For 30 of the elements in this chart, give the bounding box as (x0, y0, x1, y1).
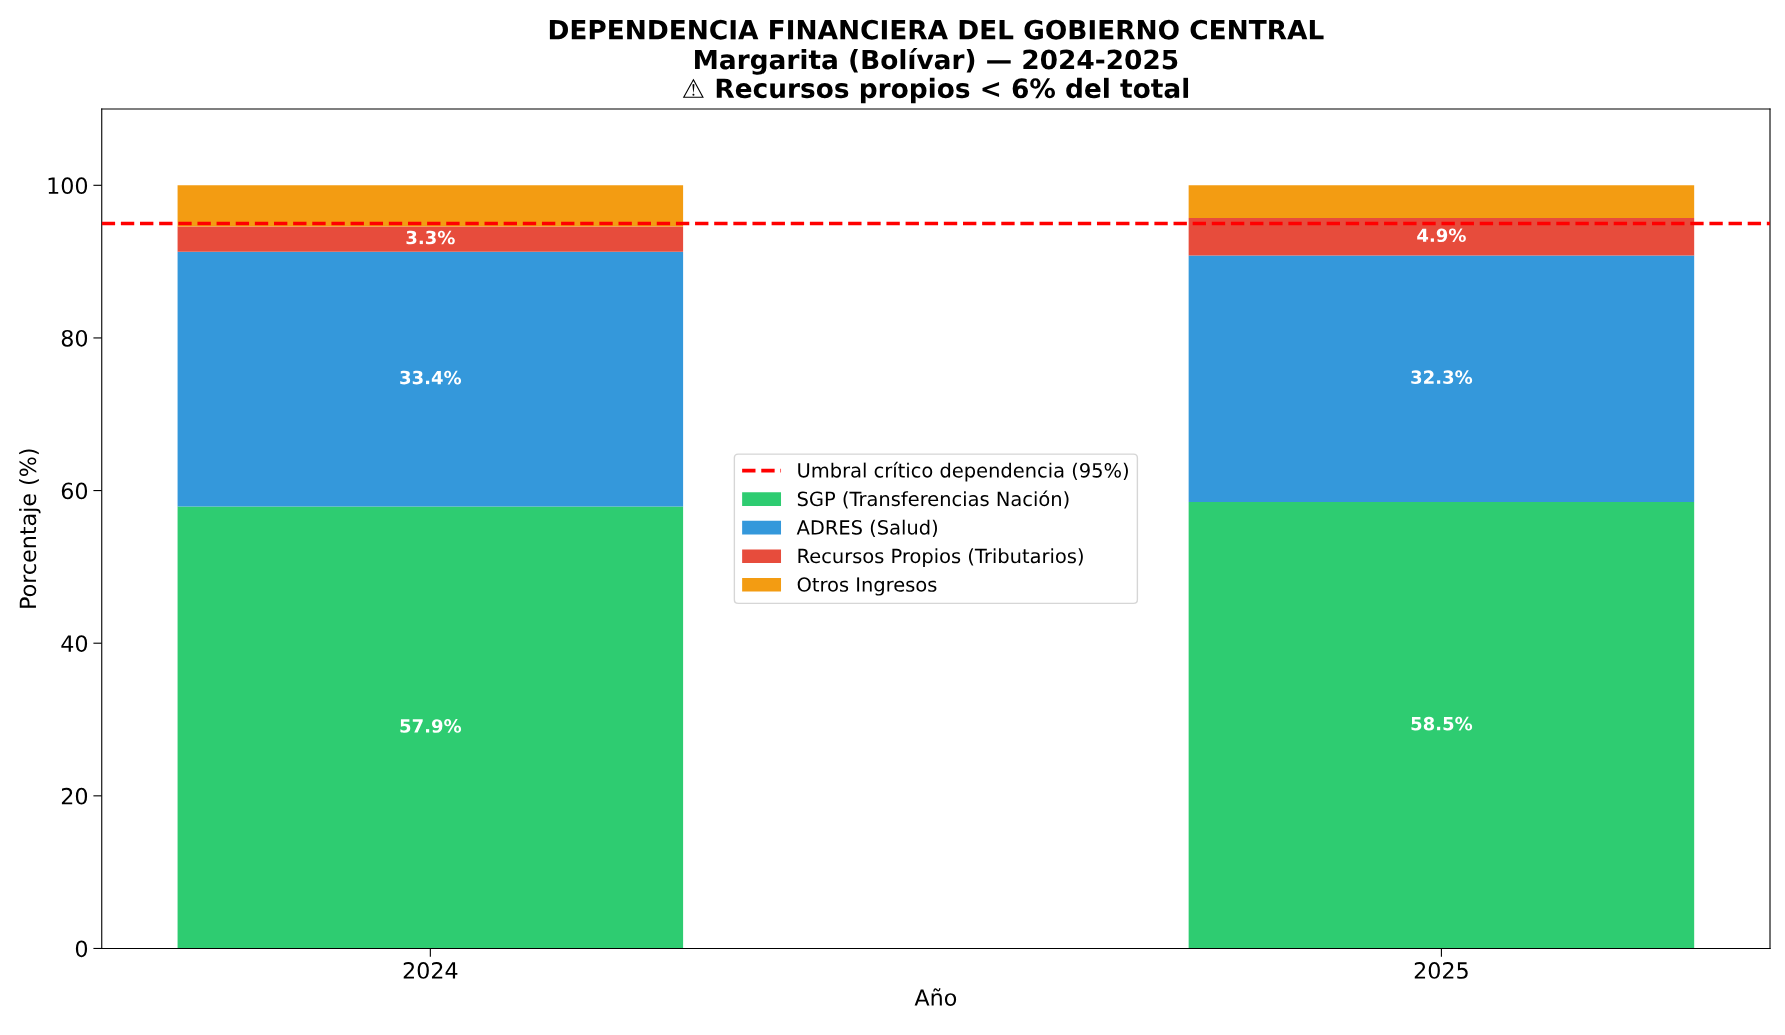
x-tick-label: 2025 (1414, 962, 1468, 979)
y-axis-title: Porcentaje (%) (19, 449, 41, 608)
data-label: 57.9% (400, 719, 462, 733)
chart-title: DEPENDENCIA FINANCIERA DEL GOBIERNO CENTRAL Margarita (Bolívar) — 2024-2025 ⚠ Recursos propios < 6% del total (549, 19, 1324, 104)
legend-label: Recursos Propios (Tributarios) (798, 548, 1083, 568)
y-tick-label: 100 (48, 177, 88, 195)
bar (177, 185, 684, 227)
bar (177, 251, 684, 507)
bar (177, 226, 684, 252)
legend-label: Otros Ingresos (797, 577, 937, 596)
legend-label: Umbral crítico dependencia (95%) (798, 461, 1128, 482)
data-label: 32.3% (1411, 370, 1473, 385)
data-label: 58.5% (1411, 716, 1473, 731)
y-tick-label: 80 (61, 329, 88, 347)
x-axis-title: Año (914, 988, 957, 1006)
y-tick-label: 60 (61, 482, 88, 500)
y-tick-label: 20 (61, 787, 88, 805)
data-label: 3.3% (406, 230, 455, 245)
bar (1188, 185, 1695, 219)
legend-label: ADRES (Salud) (796, 519, 937, 538)
bar (1188, 255, 1695, 503)
x-tick-label: 2024 (403, 962, 458, 979)
y-tick-label: 40 (61, 635, 88, 652)
bar (177, 506, 684, 949)
bar (1188, 218, 1695, 256)
data-label: 4.9% (1417, 228, 1466, 243)
bar (1188, 502, 1695, 949)
y-tick-label: 0 (75, 940, 88, 958)
data-label: 33.4% (400, 370, 462, 385)
legend-label: SGP (Transferencias Nación) (797, 490, 1069, 509)
